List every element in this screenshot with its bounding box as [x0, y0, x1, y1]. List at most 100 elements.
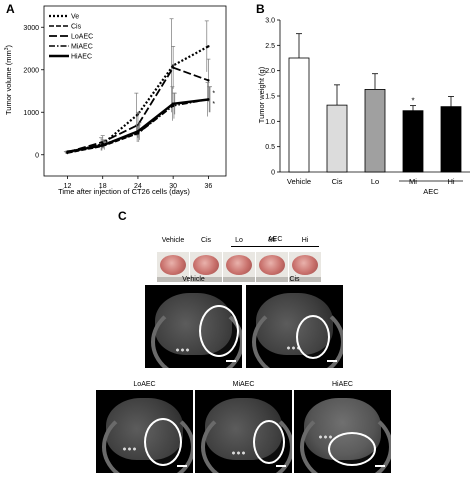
ct-spine — [175, 347, 189, 353]
line-chart-series: ** — [63, 18, 215, 155]
photo-label-mi: Mi — [268, 237, 276, 244]
ct-scale-bar — [177, 465, 187, 467]
data-point — [171, 102, 175, 105]
x-tick-label: Hi — [447, 177, 454, 186]
bar-cis — [326, 104, 348, 173]
bar-vehicle — [288, 57, 310, 173]
panel-letter-b: B — [256, 2, 265, 16]
ct-label-hiaec: HiAEC — [331, 381, 353, 388]
data-point — [136, 130, 140, 133]
ruler — [190, 277, 222, 282]
ct-cradle — [252, 303, 343, 368]
legend-label: Cis — [71, 24, 82, 31]
ruler — [157, 277, 189, 282]
tumor-photo-strip: Vehicle Cis Lo Mi Hi — [157, 237, 321, 292]
ct-label-miaec: MiAEC — [232, 381, 255, 388]
aec-group-label: AEC — [423, 187, 439, 196]
ct-scan-loaec — [96, 390, 193, 473]
legend-label: Ve — [71, 14, 79, 21]
tumor-specimen — [160, 255, 186, 275]
ct-tumor-outline — [199, 305, 239, 357]
ct-scan-vehicle — [145, 285, 242, 368]
ct-scale-bar — [276, 465, 286, 467]
y-tick-label: 1.0 — [265, 119, 275, 126]
tumor-photo-cis — [190, 252, 222, 282]
ct-tumor-outline — [253, 420, 285, 464]
significance-mark: * — [411, 97, 414, 106]
bar-hi — [440, 106, 462, 173]
photo-group-line — [231, 246, 319, 247]
tumor-specimen — [193, 255, 219, 275]
x-tick-label: Vehicle — [287, 177, 311, 186]
x-tick-label: 36 — [204, 183, 212, 190]
y-tick-label: 3.0 — [265, 18, 275, 25]
data-point — [207, 45, 210, 48]
line-chart-axes: 0 1000 2000 3000 12 18 24 30 36 — [23, 5, 227, 190]
series-hiaec — [66, 86, 212, 154]
legend-label: LoAEC — [71, 34, 93, 41]
ruler — [256, 277, 288, 282]
tumor-specimen — [292, 255, 318, 275]
tumor-specimen — [226, 255, 252, 275]
x-tick-label: 30 — [169, 183, 177, 190]
x-tick-label: 18 — [99, 183, 107, 190]
y-tick-label: 3000 — [23, 25, 39, 32]
y-tick-label: 2.5 — [265, 43, 275, 50]
legend-label: HiAEC — [71, 54, 92, 61]
ruler — [289, 277, 321, 282]
bar-chart-bars: Vehicle Cis Lo Mi * Hi — [287, 33, 462, 186]
tumor-weight-bar-chart: 0 0.5 1.0 1.5 2.0 2.5 3.0 Vehicle Cis Lo Mi * Hi Tu… — [257, 18, 470, 196]
ct-cradle — [102, 408, 193, 473]
series-loaec — [65, 46, 211, 154]
ct-label-vehicle: Vehicle — [182, 276, 205, 283]
y-tick-label: 0 — [271, 170, 275, 177]
data-point — [66, 150, 69, 153]
ct-cradle — [300, 408, 391, 473]
tumor-photo-mi — [256, 252, 288, 282]
line-chart-y-label: Tumor volume (mm3) — [4, 44, 13, 115]
significance-mark: * — [212, 101, 215, 108]
ct-spine — [122, 446, 136, 452]
bar-chart-y-label: Tumor weight (g) — [257, 66, 266, 123]
significance-mark: * — [212, 90, 215, 97]
ct-spine — [318, 434, 332, 440]
line-chart-x-label: Time after injection of CT26 cells (days… — [58, 187, 190, 196]
line-chart-legend: Ve Cis LoAEC MiAEC HiAEC — [46, 8, 104, 62]
y-tick-label: 1000 — [23, 110, 39, 117]
ct-cradle — [151, 303, 242, 368]
ct-scan-hiaec — [294, 390, 391, 473]
bar-mi — [402, 110, 424, 173]
ct-scan-cis — [246, 285, 343, 368]
series-line — [67, 66, 209, 154]
y-tick-label: 1.5 — [265, 94, 275, 101]
plot-frame — [43, 5, 227, 177]
ct-label-loaec: LoAEC — [133, 381, 156, 388]
data-point — [207, 98, 210, 101]
ct-spine — [286, 345, 300, 351]
x-tick-label: 24 — [134, 183, 142, 190]
data-point — [207, 79, 210, 82]
y-tick-label: 0 — [35, 152, 39, 159]
bar-lo — [364, 89, 386, 173]
ct-label-cis: Cis — [289, 276, 300, 283]
photo-label-cis: Cis — [200, 237, 212, 244]
tumor-photo-hi — [289, 252, 321, 282]
ct-scale-bar — [375, 465, 385, 467]
x-tick-label: 12 — [64, 183, 72, 190]
tumor-photo-vehicle — [157, 252, 189, 282]
y-tick-label: 2.0 — [265, 68, 275, 75]
ct-scale-bar — [327, 360, 337, 362]
data-point — [101, 144, 104, 147]
photo-label-hi: Hi — [301, 237, 309, 244]
x-tick-label: Lo — [371, 177, 379, 186]
ct-cradle — [201, 408, 292, 473]
x-tick-label: Mi — [409, 177, 417, 186]
legend-label: MiAEC — [71, 44, 93, 51]
tumor-specimen — [259, 255, 285, 275]
photo-label-lo: Lo — [235, 237, 243, 244]
x-tick-label: Cis — [332, 177, 343, 186]
series-miaec — [66, 86, 212, 154]
y-tick-label: 0.5 — [265, 144, 275, 151]
ct-spine — [231, 450, 245, 456]
